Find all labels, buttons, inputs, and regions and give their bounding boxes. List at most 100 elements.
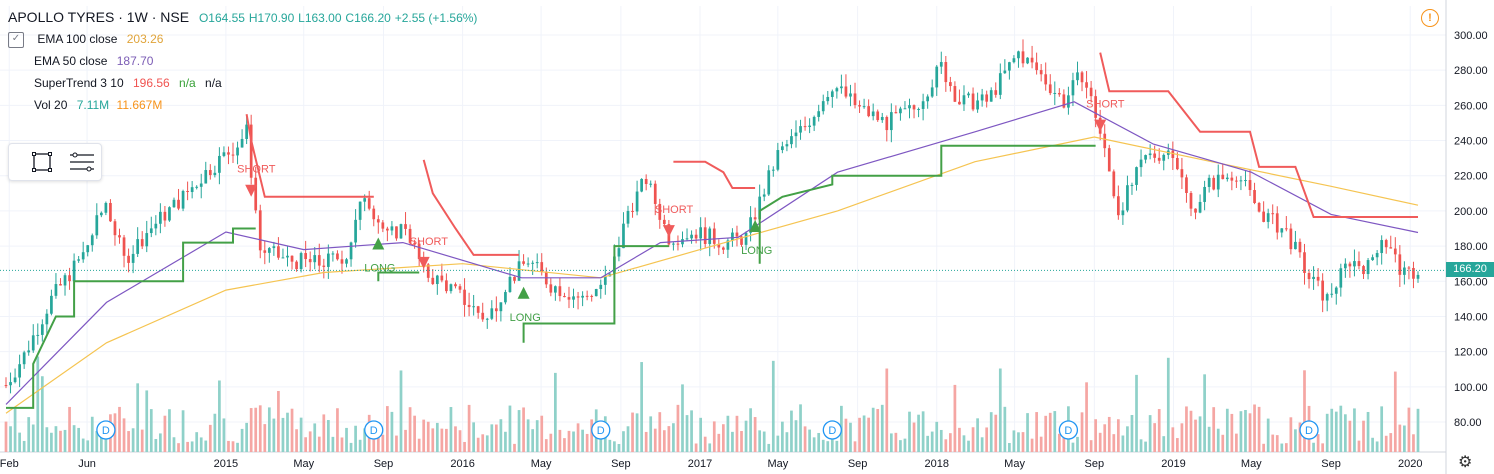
volume-bar [1221, 434, 1225, 452]
candle-body [1303, 252, 1306, 273]
symbol: APOLLO TYRES [8, 9, 115, 25]
volume-bar [1130, 414, 1134, 452]
eye-icon[interactable]: ✓ [8, 31, 24, 48]
candle-body [236, 147, 239, 156]
volume-bar [1298, 422, 1302, 452]
volume-bar [1121, 435, 1125, 452]
volume-bar [254, 407, 258, 452]
volume-bar [1048, 412, 1052, 452]
x-tick-label: 2018 [924, 458, 948, 470]
volume-bar [204, 440, 208, 452]
volume-bar [326, 420, 330, 452]
indicator-ema50[interactable]: EMA 50 close 187.70 [8, 50, 477, 72]
candle-body [168, 207, 171, 221]
signal-label: LONG [741, 245, 772, 257]
candle-body [81, 252, 85, 260]
volume-bar [1017, 432, 1020, 452]
candle-body [1157, 157, 1161, 161]
dividend-icon [96, 420, 116, 440]
candle-body [1353, 261, 1356, 267]
rectangle-tool-icon[interactable] [31, 151, 53, 173]
candle-body [281, 257, 285, 259]
volume-bar [858, 417, 861, 452]
candle-body [181, 191, 185, 209]
indicator-supertrend[interactable]: SuperTrend 3 10 196.56 n/a n/a [8, 72, 477, 94]
candle-body [31, 335, 35, 351]
candle-body [159, 211, 162, 224]
candle-body [994, 90, 998, 95]
candle-body [322, 265, 326, 267]
volume-bar [971, 427, 975, 452]
candle-body [295, 261, 298, 270]
volume-bar [140, 429, 144, 452]
gear-icon[interactable]: ⚙ [1458, 454, 1473, 471]
ohlc-change: +2.55 (+1.56%) [394, 11, 478, 25]
volume-bar [249, 408, 253, 452]
volume-bar [22, 440, 26, 452]
volume-bar [504, 431, 507, 452]
candle-body [1348, 263, 1352, 267]
candle-body [790, 136, 793, 145]
candle-body [876, 111, 880, 121]
volume-bar [703, 436, 707, 452]
volume-bar [413, 415, 416, 452]
candle-body [490, 308, 494, 319]
volume-bar [1334, 411, 1338, 452]
candle-body [903, 108, 907, 110]
candle-body [1253, 190, 1256, 204]
volume-bar [408, 407, 412, 452]
volume-bar [894, 432, 898, 452]
candle-body [862, 106, 866, 108]
candle-body [1130, 184, 1134, 186]
volume-bar [649, 416, 653, 452]
dividend-label: D [597, 425, 605, 437]
volume-bar [690, 410, 693, 452]
candle-body [272, 246, 276, 249]
volume-bar [13, 408, 17, 452]
supertrend-long-line [377, 271, 420, 282]
candle-body [799, 126, 802, 133]
candle-body [1225, 177, 1229, 180]
ohlc-open: O164.55 [198, 11, 245, 25]
volume-bar [1380, 406, 1384, 452]
indicator-volume[interactable]: Vol 20 7.11M 11.667M [8, 94, 477, 116]
candle-body [127, 255, 130, 263]
volume-bar [508, 405, 512, 452]
volume-bar [177, 443, 180, 452]
volume-bar [99, 426, 103, 452]
y-tick-label: 280.00 [1454, 65, 1488, 77]
lines-tool-icon[interactable] [69, 151, 95, 173]
candle-body [4, 385, 8, 387]
candle-body [136, 239, 140, 254]
volume-bar [1080, 412, 1084, 452]
volume-bar [31, 424, 35, 452]
candle-body [1135, 167, 1138, 185]
candle-body [735, 232, 739, 237]
candle-body [472, 306, 475, 308]
indicator-value: 187.70 [116, 54, 154, 68]
candle-body [417, 243, 421, 260]
candle-body [985, 94, 989, 102]
indicator-label: SuperTrend 3 10 [34, 76, 124, 90]
interval: 1W [126, 9, 148, 25]
candle-body [980, 94, 984, 101]
candle-body [372, 208, 376, 220]
indicator-ema100[interactable]: ✓ EMA 100 close 203.26 [8, 28, 477, 50]
volume-bar [699, 417, 703, 452]
candle-body [1275, 213, 1279, 233]
volume-bar [494, 424, 498, 452]
volume-bar [1126, 426, 1129, 452]
volume-bar [1407, 407, 1411, 452]
x-tick-label: May [767, 458, 788, 470]
volume-bar [1230, 413, 1234, 452]
candle-body [1362, 266, 1365, 275]
candle-body [781, 146, 784, 151]
candle-body [1407, 267, 1411, 269]
warning-icon[interactable]: ! [1421, 9, 1439, 27]
volume-bar [744, 420, 748, 452]
candle-body [672, 243, 675, 245]
candle-body [531, 262, 535, 264]
volume-bar [712, 421, 716, 452]
